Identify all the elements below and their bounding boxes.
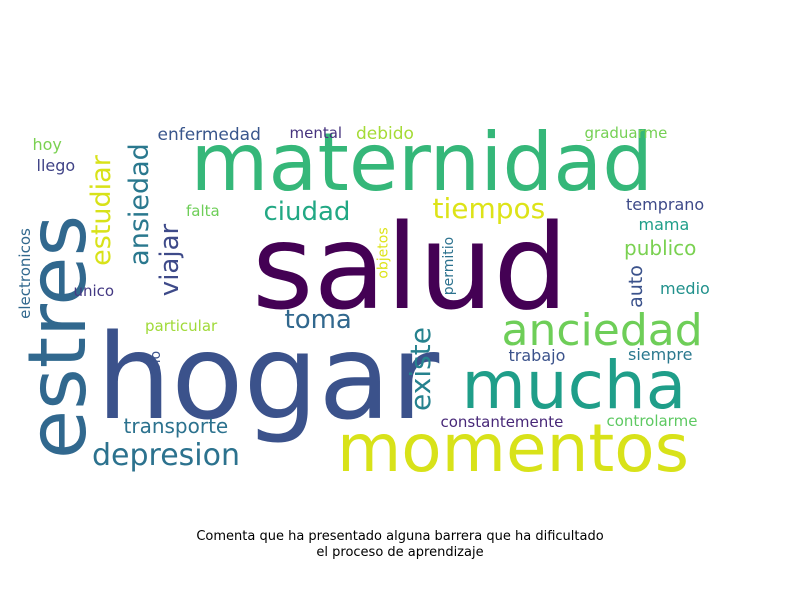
word-anciedad: anciedad [501, 305, 703, 356]
word-falta: falta [186, 201, 220, 220]
word-trabajo: trabajo [508, 346, 566, 365]
caption-line-1: Comenta que ha presentado alguna barrera… [196, 529, 604, 544]
word-enfermedad: enfermedad [157, 124, 261, 145]
word-salud: salud [252, 198, 569, 336]
word-mama: mama [638, 215, 690, 234]
word-viajar: viajar [155, 223, 186, 297]
word-ansiedad: ansiedad [123, 142, 155, 266]
word-solo: solo [148, 350, 165, 380]
word-existe: existe [403, 327, 437, 411]
word-momentos: momentos [337, 410, 690, 487]
word-publico: publico [624, 236, 697, 260]
word-toma: toma [284, 305, 352, 335]
chart-caption: Comenta que ha presentado alguna barrera… [0, 529, 800, 561]
word-medio: medio [660, 279, 710, 298]
word-controlarme: controlarme [606, 411, 698, 430]
word-ciudad: ciudad [263, 197, 351, 227]
word-permitio: permitio [441, 236, 458, 296]
word-auto: auto [624, 264, 647, 308]
word-hoy: hoy [32, 135, 62, 154]
word-objetos: objetos [375, 227, 392, 279]
word-transporte: transporte [123, 414, 229, 438]
word-estudiar: estudiar [85, 154, 117, 266]
word-mucha: mucha [461, 347, 687, 424]
word-maternidad: maternidad [190, 116, 654, 209]
word-tiempos: tiempos [432, 192, 546, 225]
word-unico: unico [73, 281, 115, 300]
caption-line-2: el proceso de aprendizaje [316, 545, 484, 560]
word-depresion: depresion [92, 438, 241, 473]
word-electronicos: electronicos [15, 227, 34, 319]
word-hogar: hogar [96, 308, 440, 446]
word-temprano: temprano [626, 195, 705, 214]
word-siempre: siempre [628, 345, 693, 364]
word-mental: mental [289, 123, 343, 142]
word-constantemente: constantemente [440, 412, 564, 431]
word-particular: particular [145, 316, 218, 335]
word-llego: llego [36, 156, 76, 175]
word-debido: debido [356, 123, 414, 144]
word-graduarme: graduarme [584, 123, 668, 142]
